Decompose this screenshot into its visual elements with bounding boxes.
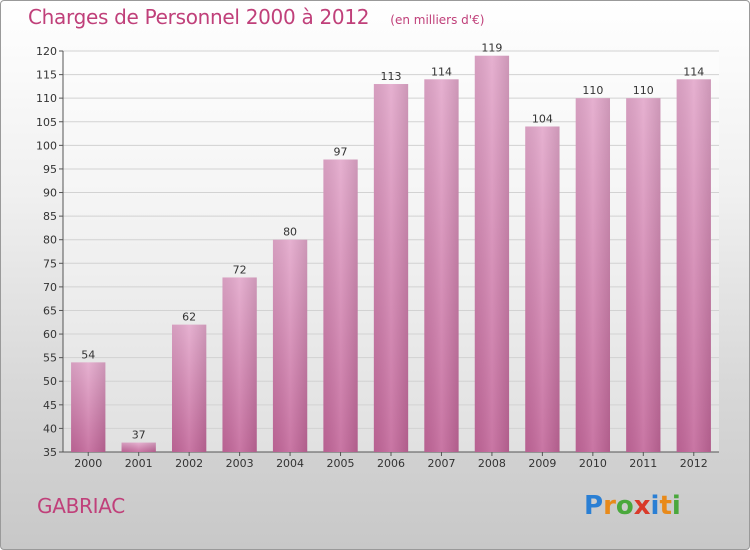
y-tick-label: 55: [43, 352, 57, 365]
chart-title: Charges de Personnel 2000 à 2012: [28, 5, 370, 29]
chart-subtitle: (en milliers d'€): [390, 13, 485, 27]
x-tick-label: 2008: [478, 457, 506, 470]
data-label: 110: [633, 84, 654, 97]
bar-shade: [575, 98, 611, 453]
data-label: 54: [81, 348, 95, 361]
bar-shade: [171, 324, 207, 452]
bar-shade: [373, 84, 409, 452]
y-tick-label: 85: [43, 210, 57, 223]
bar-shade: [474, 55, 510, 452]
y-tick-label: 65: [43, 304, 57, 317]
x-tick-label: 2010: [579, 457, 607, 470]
logo-letter: t: [659, 491, 672, 521]
data-label: 119: [481, 42, 502, 55]
data-label: 114: [431, 65, 452, 78]
x-tick-label: 2012: [680, 457, 708, 470]
bar-shade: [272, 239, 308, 452]
x-tick-label: 2006: [377, 457, 405, 470]
data-label: 110: [582, 84, 603, 97]
y-tick-label: 80: [43, 234, 57, 247]
data-label: 104: [532, 112, 553, 125]
commune-name: GABRIAC: [37, 494, 125, 518]
x-tick-label: 2003: [226, 457, 254, 470]
x-tick-label: 2007: [427, 457, 455, 470]
x-tick-label: 2002: [175, 457, 203, 470]
bar-shade: [424, 79, 459, 453]
x-tick-label: 2004: [276, 457, 304, 470]
y-tick-label: 45: [43, 399, 57, 412]
data-label: 37: [132, 429, 146, 442]
x-tick-label: 2011: [629, 457, 657, 470]
y-tick-label: 115: [36, 69, 57, 82]
bar-shade: [121, 442, 156, 452]
data-label: 62: [182, 311, 196, 324]
x-tick-label: 2001: [125, 457, 153, 470]
bar-shade: [676, 79, 711, 453]
data-label: 80: [283, 226, 297, 239]
data-label: 97: [334, 146, 348, 159]
bar-shade: [323, 159, 358, 452]
y-tick-label: 90: [43, 187, 57, 200]
data-label: 114: [683, 65, 704, 78]
logo-letter: r: [603, 491, 616, 521]
y-tick-label: 70: [43, 281, 57, 294]
x-tick-label: 2009: [528, 457, 556, 470]
y-tick-label: 105: [36, 116, 57, 129]
bar-shade: [71, 362, 106, 452]
y-tick-label: 35: [43, 446, 57, 459]
logo-letter: P: [584, 491, 604, 521]
logo-letter: i: [671, 491, 681, 521]
data-label: 113: [381, 70, 402, 83]
y-tick-label: 120: [36, 45, 57, 58]
y-tick-label: 50: [43, 375, 57, 388]
bar-shade: [222, 277, 257, 452]
x-tick-label: 2000: [74, 457, 102, 470]
bar-shade: [525, 126, 560, 452]
y-tick-label: 40: [43, 422, 57, 435]
bar-shade: [626, 98, 661, 453]
x-tick-label: 2005: [327, 457, 355, 470]
y-tick-label: 110: [36, 92, 57, 105]
y-tick-label: 75: [43, 257, 57, 270]
logo-letter: i: [650, 491, 660, 521]
logo-letter: o: [615, 491, 634, 521]
proxiti-logo[interactable]: Proxiti: [584, 491, 681, 521]
y-tick-label: 95: [43, 163, 57, 176]
logo-letter: x: [633, 491, 651, 521]
y-tick-label: 60: [43, 328, 57, 341]
data-label: 72: [233, 263, 247, 276]
chart-title-block: Charges de Personnel 2000 à 2012 (en mil…: [28, 5, 484, 29]
y-tick-label: 100: [36, 139, 57, 152]
